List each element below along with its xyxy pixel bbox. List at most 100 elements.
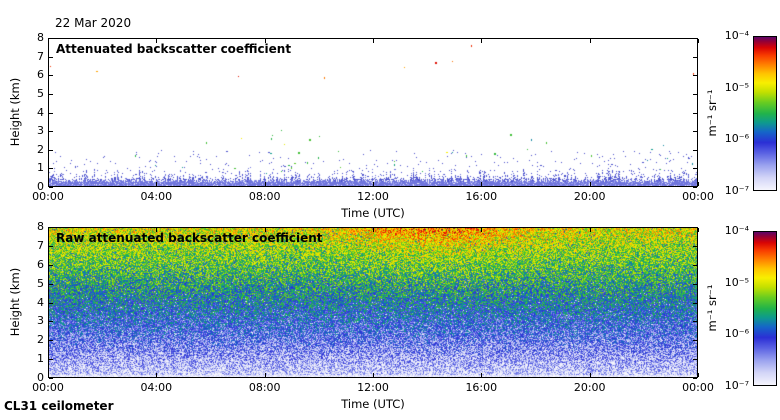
y-axis-tick — [49, 378, 53, 379]
x-axis-tick — [481, 373, 483, 377]
x-axis-tick — [373, 39, 374, 43]
x-tick-label: 00:00 — [682, 190, 714, 203]
y-axis-tick — [693, 302, 697, 304]
y-tick-label: 8 — [37, 31, 44, 44]
x-axis-tick — [156, 373, 158, 377]
raw-attenuated-backscatter-plot — [48, 227, 698, 378]
y-axis-tick — [693, 131, 697, 133]
y-tick-label: 5 — [37, 86, 44, 100]
x-axis-tick — [48, 228, 49, 232]
x-axis-tick — [481, 182, 483, 186]
x-tick-label: 16:00 — [465, 190, 498, 203]
y-axis-tick — [49, 56, 53, 58]
x-axis-tick — [156, 182, 158, 186]
y-axis-tick — [693, 264, 697, 266]
x-axis-tick — [589, 373, 591, 377]
y-tick-label: 8 — [37, 220, 44, 233]
x-axis-tick — [156, 228, 158, 232]
x-axis-label-top: Time (UTC) — [341, 206, 405, 220]
y-axis-tick — [693, 149, 697, 151]
x-axis-tick — [698, 182, 699, 186]
x-axis-tick — [156, 39, 158, 43]
x-tick-label: 20:00 — [573, 381, 606, 394]
y-axis-tick — [693, 75, 697, 77]
x-tick-label: 00:00 — [32, 190, 64, 203]
y-tick-label: 4 — [37, 295, 44, 309]
x-axis-tick — [373, 182, 374, 186]
y-tick-label: 2 — [37, 142, 44, 156]
y-tick-label: 0 — [37, 180, 44, 193]
date-title: 22 Mar 2020 — [55, 16, 132, 30]
x-tick-label: 16:00 — [465, 381, 498, 394]
panel-title-attenuated: Attenuated backscatter coefficient — [56, 42, 292, 56]
colorbar-tick-label: 10⁻⁵ — [724, 80, 749, 94]
y-tick-label: 5 — [37, 276, 44, 290]
x-axis-tick — [264, 182, 266, 186]
y-tick-label: 0 — [37, 371, 44, 384]
x-tick-label: 12:00 — [357, 190, 389, 203]
y-axis-tick — [49, 264, 53, 266]
x-axis-tick — [48, 39, 49, 43]
y-axis-tick — [693, 168, 697, 170]
y-axis-tick — [693, 227, 697, 228]
x-tick-label: 04:00 — [140, 190, 173, 203]
y-axis-tick — [49, 187, 53, 188]
x-tick-label: 12:00 — [357, 381, 389, 394]
colorbar-tick-label: 10⁻⁵ — [724, 275, 749, 289]
x-axis-tick — [264, 373, 266, 377]
colorbar-tick-label: 10⁻⁶ — [724, 327, 749, 341]
x-axis-tick — [264, 228, 266, 232]
x-axis-tick — [481, 228, 483, 232]
y-axis-tick — [49, 112, 53, 114]
instrument-label: CL31 ceilometer — [4, 399, 114, 413]
x-axis-tick — [589, 39, 591, 43]
panel-title-raw: Raw attenuated backscatter coefficient — [56, 231, 323, 245]
y-axis-tick — [693, 359, 697, 361]
x-axis-tick — [698, 39, 699, 43]
y-tick-label: 3 — [37, 314, 44, 328]
x-axis-tick — [481, 39, 483, 43]
y-tick-label: 7 — [37, 49, 44, 63]
y-axis-tick — [49, 283, 53, 285]
colorbar-top — [753, 36, 777, 191]
colorbar-tick-label: 10⁻⁷ — [724, 379, 749, 392]
y-axis-tick — [49, 93, 53, 95]
y-axis-tick — [49, 227, 53, 228]
colorbar-tick-label: 10⁻⁴ — [724, 29, 749, 42]
y-tick-label: 1 — [37, 161, 44, 175]
x-axis-tick — [698, 373, 699, 377]
y-axis-tick — [49, 75, 53, 77]
y-tick-label: 3 — [37, 124, 44, 138]
x-tick-label: 08:00 — [248, 381, 281, 394]
x-axis-tick — [48, 182, 49, 186]
y-axis-tick — [49, 149, 53, 151]
x-tick-label: 00:00 — [682, 381, 714, 394]
y-tick-label: 1 — [37, 352, 44, 366]
y-axis-tick — [49, 245, 53, 247]
x-axis-tick — [589, 182, 591, 186]
y-tick-label: 2 — [37, 333, 44, 347]
x-tick-label: 04:00 — [140, 381, 173, 394]
y-axis-tick — [49, 340, 53, 342]
x-axis-tick — [698, 228, 699, 232]
y-axis-tick — [693, 56, 697, 58]
x-axis-tick — [373, 228, 374, 232]
y-axis-tick — [693, 378, 697, 379]
y-axis-tick — [49, 131, 53, 133]
y-tick-label: 7 — [37, 238, 44, 252]
x-axis-label-bottom: Time (UTC) — [341, 397, 405, 411]
y-tick-label: 6 — [37, 68, 44, 82]
x-tick-label: 08:00 — [248, 190, 281, 203]
y-axis-tick — [49, 321, 53, 323]
y-axis-tick — [49, 302, 53, 304]
attenuated-backscatter-plot — [48, 38, 698, 187]
y-tick-label: 4 — [37, 105, 44, 119]
x-tick-label: 00:00 — [32, 381, 64, 394]
colorbar-tick-label: 10⁻⁷ — [724, 184, 749, 197]
colorbar-unit-label-top: m⁻¹ sr⁻¹ — [705, 89, 719, 137]
x-axis-tick — [264, 39, 266, 43]
y-axis-tick — [693, 245, 697, 247]
y-tick-label: 6 — [37, 257, 44, 271]
y-axis-tick — [693, 321, 697, 323]
